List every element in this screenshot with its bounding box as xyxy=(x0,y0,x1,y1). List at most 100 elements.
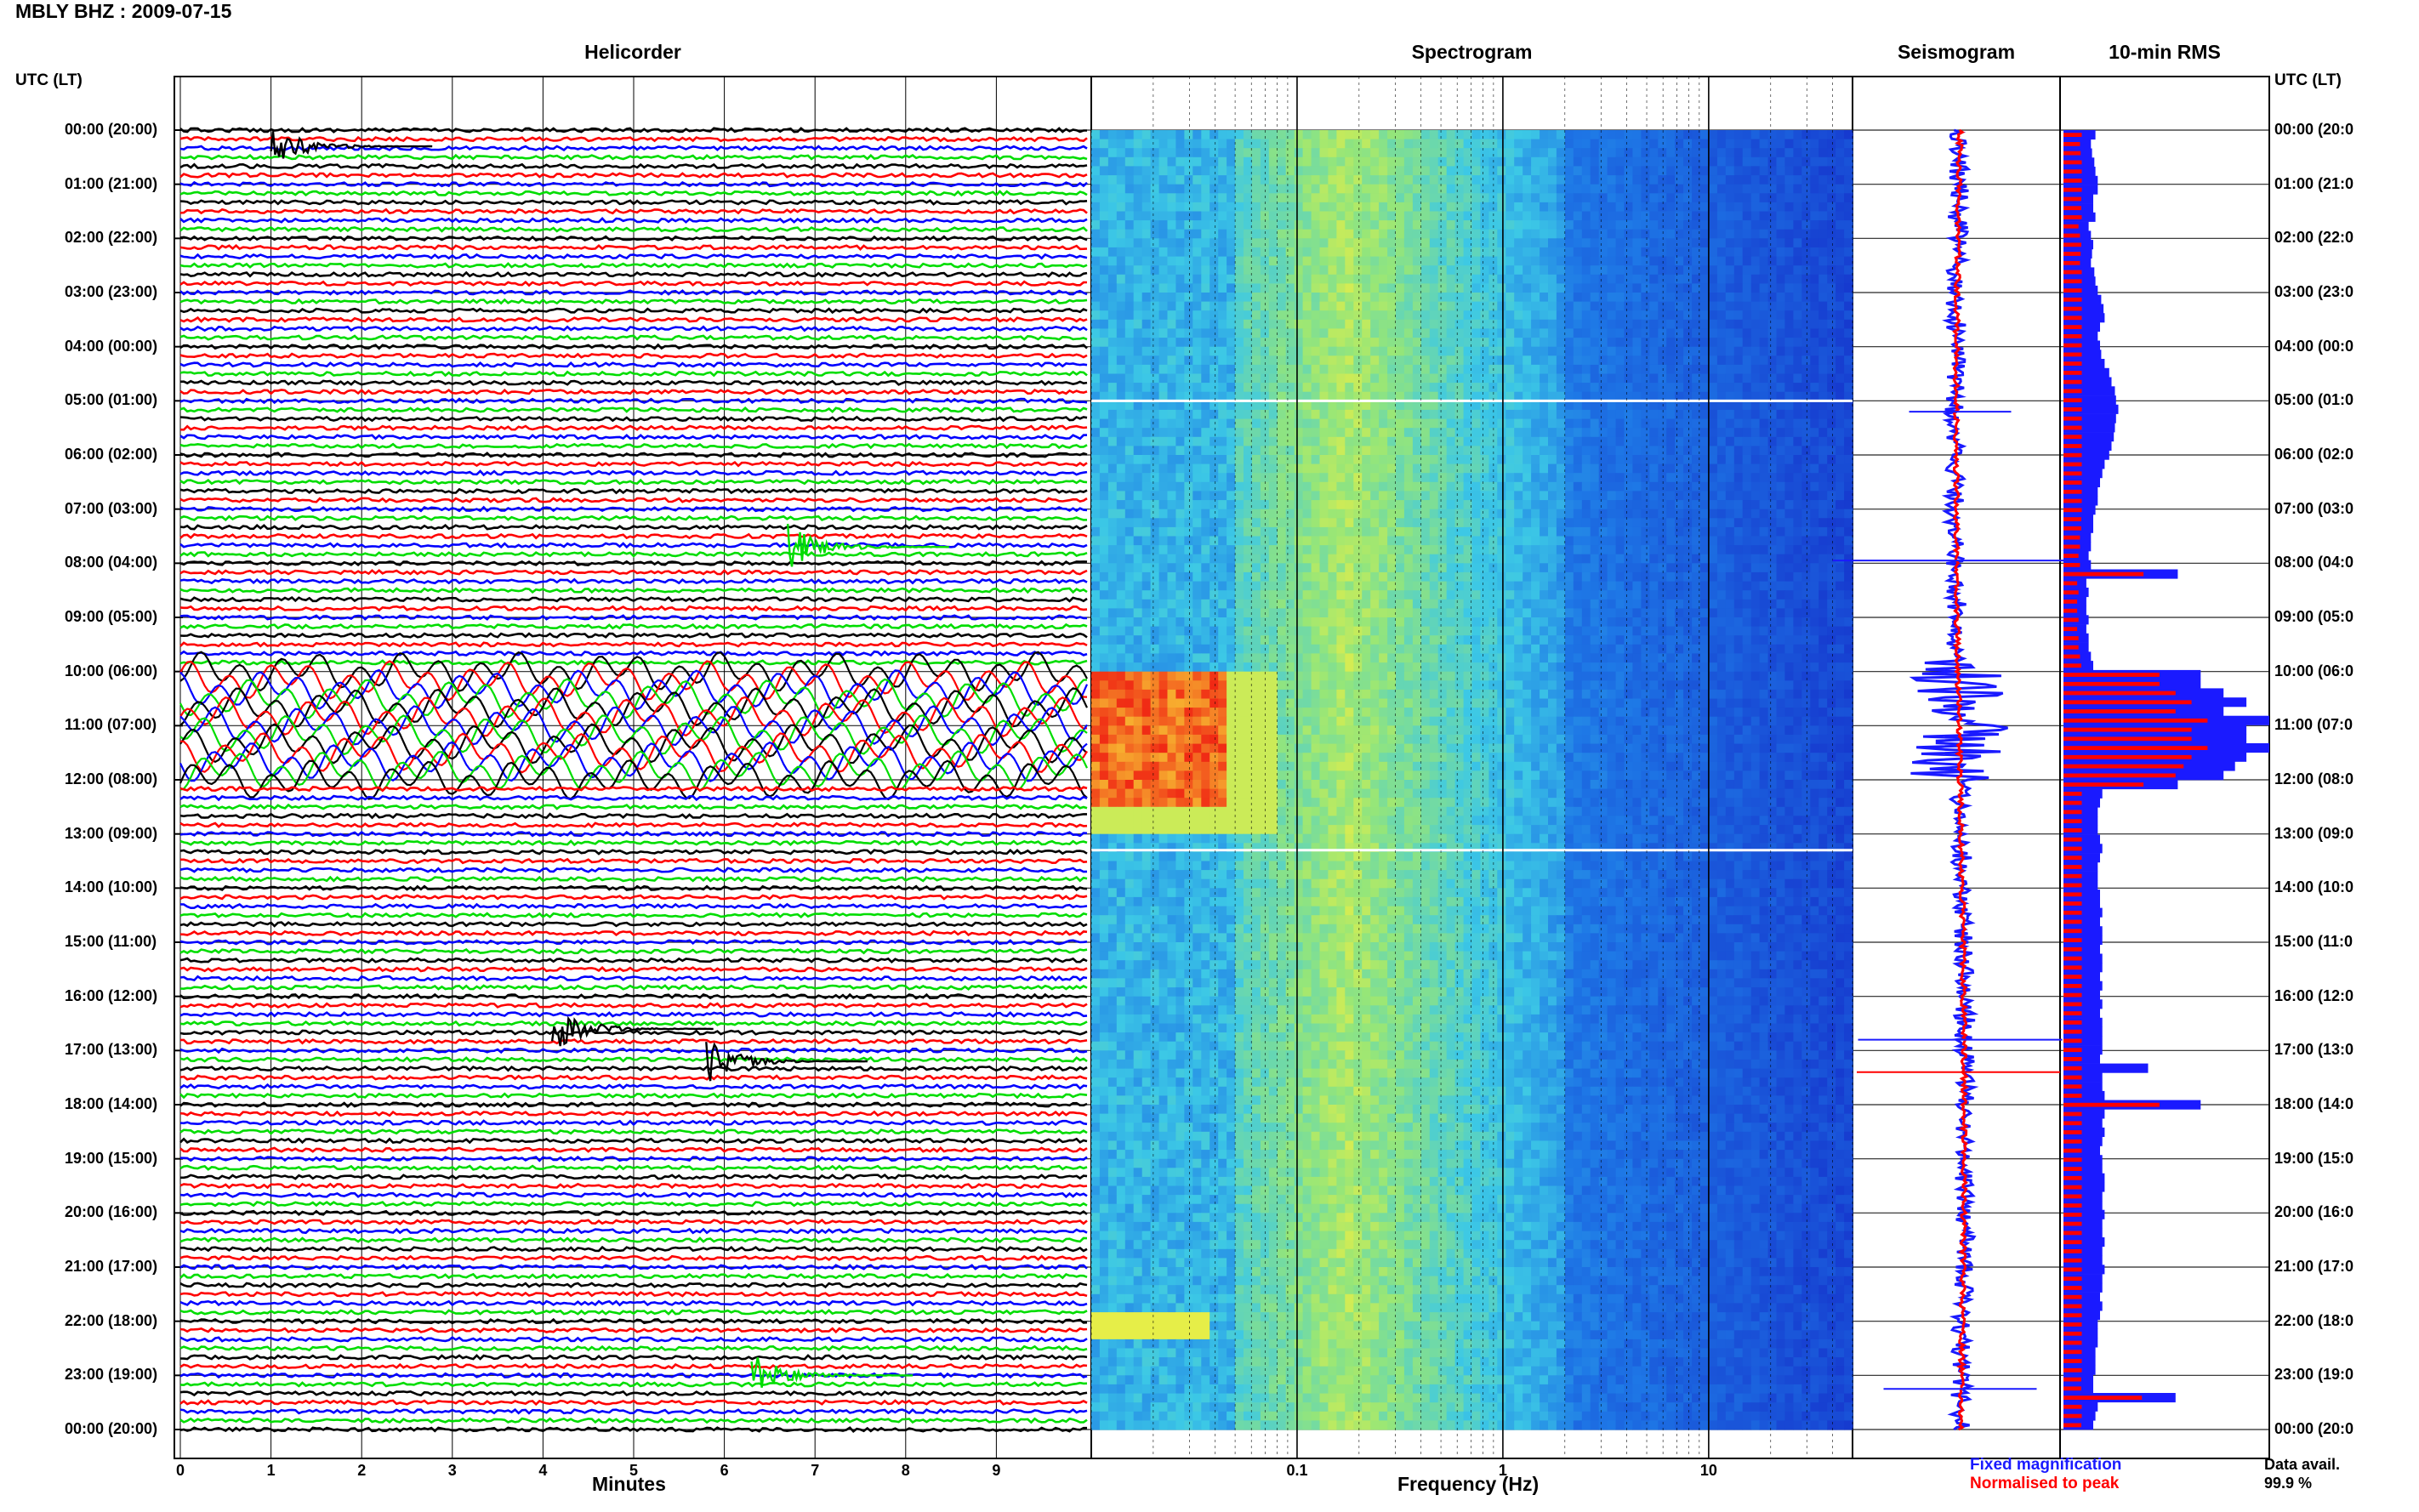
spectrogram-cell xyxy=(1277,455,1287,465)
spectrogram-cell xyxy=(1471,563,1481,573)
spectrogram-cell xyxy=(1658,229,1667,239)
spectrogram-cell xyxy=(1649,428,1659,438)
spectrogram-cell xyxy=(1184,563,1193,573)
spectrogram-cell xyxy=(1167,581,1176,591)
spectrogram-cell xyxy=(1124,247,1135,258)
spectrogram-cell xyxy=(1624,265,1633,276)
spectrogram-cell xyxy=(1750,274,1761,284)
spectrogram-cell xyxy=(1767,238,1778,248)
spectrogram-cell xyxy=(1750,256,1761,266)
spectrogram-cell xyxy=(1437,283,1448,293)
spectrogram-cell xyxy=(1531,436,1540,446)
spectrogram-cell xyxy=(1362,346,1371,356)
spectrogram-cell xyxy=(1396,346,1405,356)
spectrogram-cell xyxy=(1759,428,1769,438)
spectrogram-cell xyxy=(1480,518,1489,528)
spectrogram-cell xyxy=(1099,428,1109,438)
spectrogram-cell xyxy=(1446,436,1456,446)
spectrogram-cell xyxy=(1362,563,1371,573)
spectrogram-cell xyxy=(1158,383,1169,393)
spectrogram-cell xyxy=(1844,355,1853,366)
spectrogram-cell xyxy=(1759,383,1769,393)
spectrogram-cell xyxy=(1437,446,1448,456)
spectrogram-cell xyxy=(1311,455,1321,465)
spectrogram-cell xyxy=(1658,581,1667,591)
spectrogram-cell xyxy=(1505,455,1515,465)
spectrogram-cell xyxy=(1683,229,1693,239)
spectrogram-cell xyxy=(1564,220,1574,230)
spectrogram-cell xyxy=(1641,238,1650,248)
spectrogram-cell xyxy=(1141,156,1152,167)
spectrogram-cell xyxy=(1531,536,1540,546)
spectrogram-cell xyxy=(1319,202,1329,213)
spectrogram-cell xyxy=(1556,166,1566,176)
spectrogram-cell xyxy=(1641,383,1650,393)
spectrogram-cell xyxy=(1353,156,1363,167)
spectrogram-cell xyxy=(1607,139,1617,149)
spectrogram-cell xyxy=(1514,355,1523,366)
spectrogram-cell xyxy=(1429,455,1439,465)
spectrogram-cell xyxy=(1793,383,1802,393)
spectrogram-cell xyxy=(1158,229,1169,239)
helicorder-trace xyxy=(179,651,1088,692)
spectrogram-cell xyxy=(1319,481,1329,492)
spectrogram-cell xyxy=(1692,418,1701,429)
spectrogram-cell xyxy=(1827,364,1836,375)
spectrogram-cell xyxy=(1437,338,1448,348)
spectrogram-cell xyxy=(1099,283,1109,293)
spectrogram-cell xyxy=(1819,518,1828,528)
spectrogram-cell xyxy=(1210,211,1219,221)
spectrogram-cell xyxy=(1387,383,1397,393)
spectrogram-cell xyxy=(1784,418,1794,429)
spectrogram-cell xyxy=(1353,554,1363,564)
spectrogram-cell xyxy=(1742,518,1752,528)
spectrogram-cell xyxy=(1429,526,1439,537)
spectrogram-cell xyxy=(1624,509,1633,519)
spectrogram-cell xyxy=(1750,373,1761,384)
spectrogram-cell xyxy=(1429,571,1439,583)
spectrogram-cell xyxy=(1505,274,1515,284)
spectrogram-cell xyxy=(1564,391,1574,401)
spectrogram-cell xyxy=(1302,473,1312,483)
spectrogram-cell xyxy=(1379,202,1388,213)
spectrogram-cell xyxy=(1759,545,1769,555)
spectrogram-cell xyxy=(1675,463,1684,474)
spectrogram-cell xyxy=(1767,301,1778,311)
spectrogram-cell xyxy=(1201,455,1210,465)
spectrogram-cell xyxy=(1598,156,1608,167)
spectrogram-cell xyxy=(1336,319,1346,329)
spectrogram-cell xyxy=(1412,446,1422,456)
spectrogram-cell xyxy=(1480,364,1489,375)
spectrogram-cell xyxy=(1692,175,1701,185)
spectrogram-cell xyxy=(1353,193,1363,203)
spectrogram-cell xyxy=(1598,364,1608,375)
spectrogram-cell xyxy=(1480,328,1489,338)
spectrogram-cell xyxy=(1116,346,1126,356)
time-label-left: 09:00 (05:00) xyxy=(65,608,158,625)
spectrogram-cell xyxy=(1641,571,1650,583)
spectrogram-cell xyxy=(1251,436,1261,446)
spectrogram-cell xyxy=(1412,409,1422,420)
spectrogram-cell xyxy=(1700,526,1710,537)
spectrogram-cell xyxy=(1319,383,1329,393)
spectrogram-cell xyxy=(1403,256,1414,266)
spectrogram-cell xyxy=(1742,130,1752,140)
spectrogram-cell xyxy=(1251,238,1261,248)
spectrogram-cell xyxy=(1767,256,1778,266)
spectrogram-cell xyxy=(1598,293,1608,303)
spectrogram-cell xyxy=(1540,256,1549,266)
spectrogram-cell xyxy=(1666,473,1676,483)
spectrogram-cell xyxy=(1598,509,1608,519)
spectrogram-cell xyxy=(1387,229,1397,239)
spectrogram-cell xyxy=(1446,455,1456,465)
spectrogram-cell xyxy=(1675,436,1684,446)
spectrogram-cell xyxy=(1784,130,1794,140)
spectrogram-cell xyxy=(1353,571,1363,583)
spectrogram-cell xyxy=(1437,310,1448,321)
spectrogram-cell xyxy=(1336,436,1346,446)
spectrogram-cell xyxy=(1116,148,1126,158)
helicorder-trace xyxy=(179,1299,1088,1307)
spectrogram-cell xyxy=(1167,436,1176,446)
spectrogram-cell xyxy=(1471,184,1481,194)
spectrogram-cell xyxy=(1564,563,1574,573)
